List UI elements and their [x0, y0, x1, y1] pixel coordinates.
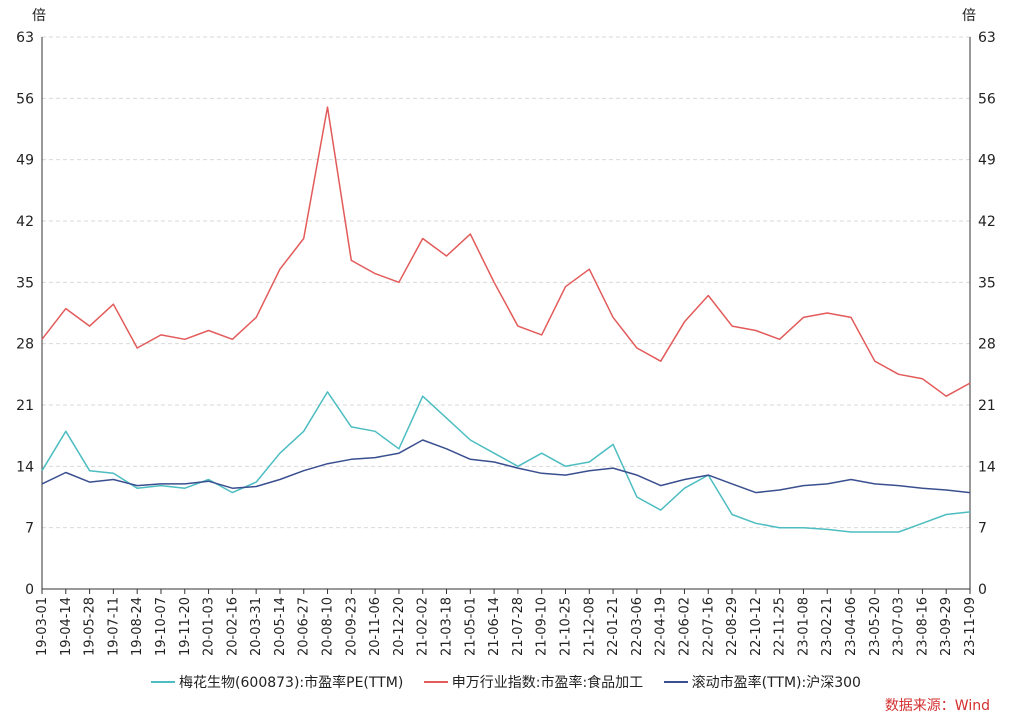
y-tick-label-right: 35: [978, 275, 996, 291]
legend-item-s1[interactable]: 梅花生物(600873):市盈率PE(TTM): [151, 672, 403, 692]
axes: [41, 37, 971, 590]
series-line-food-processing-pe: [41, 106, 971, 397]
x-tick-label: 22-03-06: [630, 597, 645, 656]
y-tick-label-left: 7: [25, 521, 34, 537]
x-tick-label: 22-10-12: [749, 597, 764, 656]
y-tick-label-right: 14: [978, 459, 996, 475]
x-tick-label: 23-11-09: [963, 597, 978, 656]
y-tick-label-left: 21: [16, 398, 34, 414]
x-tick-label: 19-08-24: [130, 597, 145, 656]
x-tick-label: 23-07-03: [892, 597, 907, 656]
legend-swatch-s2: [423, 681, 448, 683]
x-tick-label: 21-06-14: [487, 597, 502, 656]
legend: 梅花生物(600873):市盈率PE(TTM) 申万行业指数:市盈率:食品加工 …: [0, 671, 1012, 692]
x-tick-label: 21-03-18: [440, 597, 455, 656]
x-tick-label: 19-03-01: [35, 597, 50, 656]
legend-swatch-s1: [151, 681, 176, 683]
y-tick-label-right: 63: [978, 30, 996, 46]
x-tick-label: 21-05-01: [463, 597, 478, 656]
y-tick-label-left: 63: [16, 30, 34, 46]
x-tick-label: 23-04-06: [844, 597, 859, 656]
y-tick-label-right: 7: [978, 521, 987, 537]
x-ticks: 19-03-01 19-04-14 19-05-28 19-07-11 19-08-24…: [35, 589, 978, 656]
x-tick-label: 20-03-31: [249, 597, 264, 656]
y-ticks-left: 0 7 14 21 28 35 42 49 56 63: [16, 30, 34, 598]
x-tick-label: 20-09-23: [344, 597, 359, 656]
source-note: 数据来源：Wind: [884, 698, 990, 714]
y-tick-label-left: 42: [16, 214, 34, 230]
legend-swatch-s3: [663, 681, 688, 683]
y-tick-label-right: 21: [978, 398, 996, 414]
y-tick-label-left: 35: [16, 275, 34, 291]
x-tick-label: 21-02-02: [416, 597, 431, 656]
legend-label-s2: 申万行业指数:市盈率:食品加工: [451, 675, 644, 691]
x-tick-label: 21-09-10: [535, 597, 550, 656]
left-unit-label: 倍: [32, 8, 46, 24]
x-tick-label: 19-10-07: [154, 597, 169, 656]
series-line-meihua-pe: [41, 391, 971, 533]
y-tick-label-right: 42: [978, 214, 996, 230]
y-tick-label-left: 28: [16, 337, 34, 353]
x-tick-label: 22-01-21: [606, 597, 621, 656]
x-tick-label: 22-06-02: [677, 597, 692, 656]
x-tick-label: 23-05-20: [868, 597, 883, 656]
x-tick-label: 21-12-08: [582, 597, 597, 656]
y-tick-label-left: 49: [16, 153, 34, 169]
x-tick-label: 20-06-27: [297, 597, 312, 656]
x-tick-label: 19-05-28: [83, 597, 98, 656]
x-tick-label: 19-07-11: [106, 597, 121, 656]
x-tick-label: 20-12-20: [392, 597, 407, 656]
legend-label-s1: 梅花生物(600873):市盈率PE(TTM): [179, 675, 404, 691]
legend-item-s3[interactable]: 滚动市盈率(TTM):沪深300: [663, 672, 861, 692]
grid: [42, 36, 970, 529]
series-line-csi300-pe: [41, 439, 971, 494]
x-tick-label: 20-05-14: [273, 597, 288, 656]
y-ticks-right: 0 7 14 21 28 35 42 49 56 63: [978, 30, 996, 598]
x-tick-label: 21-10-25: [558, 597, 573, 656]
y-tick-label-left: 0: [25, 582, 34, 598]
x-tick-label: 23-08-16: [915, 597, 930, 656]
legend-item-s2[interactable]: 申万行业指数:市盈率:食品加工: [423, 672, 644, 692]
x-tick-label: 23-01-08: [796, 597, 811, 656]
x-tick-label: 20-01-03: [202, 597, 217, 656]
x-tick-label: 22-04-19: [654, 597, 669, 656]
y-tick-label-left: 56: [16, 91, 34, 107]
legend-label-s3: 滚动市盈率(TTM):沪深300: [691, 675, 861, 691]
x-tick-label: 22-11-25: [773, 597, 788, 656]
right-unit-label: 倍: [962, 8, 976, 24]
y-tick-label-right: 28: [978, 337, 996, 353]
x-tick-label: 19-11-20: [178, 597, 193, 656]
y-tick-label-right: 0: [978, 582, 987, 598]
x-tick-label: 20-11-06: [368, 597, 383, 656]
x-tick-label: 23-09-29: [939, 597, 954, 656]
series-lines: [41, 106, 971, 533]
x-tick-label: 19-04-14: [59, 597, 74, 656]
x-tick-label: 20-08-10: [321, 597, 336, 656]
x-tick-label: 23-02-21: [820, 597, 835, 656]
y-tick-label-right: 49: [978, 153, 996, 169]
x-tick-label: 22-07-16: [701, 597, 716, 656]
x-tick-label: 22-08-29: [725, 597, 740, 656]
x-tick-label: 21-07-28: [511, 597, 526, 656]
y-tick-label-left: 14: [16, 459, 34, 475]
y-tick-label-right: 56: [978, 91, 996, 107]
x-tick-label: 20-02-16: [225, 597, 240, 656]
